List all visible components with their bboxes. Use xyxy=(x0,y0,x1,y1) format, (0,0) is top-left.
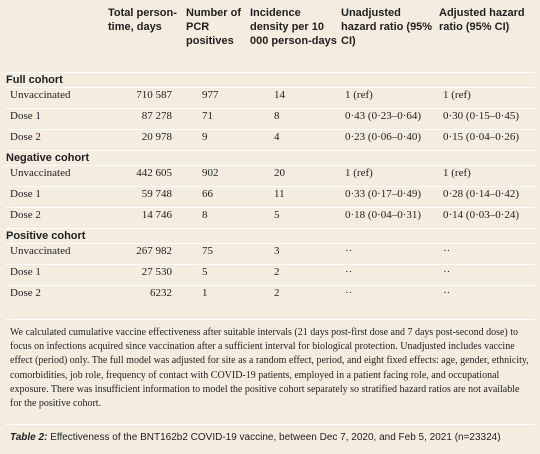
cell-incidence: 5 xyxy=(250,207,341,229)
cell-pcr-positives: 8 xyxy=(186,207,250,229)
cell-adjusted-hr: 1 (ref) xyxy=(439,165,536,187)
cell-person-time: 20 978 xyxy=(108,129,186,151)
cell-incidence: 2 xyxy=(250,264,341,286)
col-header-incidence: Incidence density per 10 000 person-days xyxy=(250,7,337,47)
cell-person-time: 267 982 xyxy=(108,243,186,265)
row-label: Dose 1 xyxy=(6,186,108,208)
col-header-person-time: Total person-time, days xyxy=(108,7,177,33)
row-label: Unvaccinated xyxy=(6,87,108,109)
table-row: Dose 1 59 748 66 11 0·33 (0·17–0·49) 0·2… xyxy=(6,186,536,208)
cell-adjusted-hr: ·· xyxy=(439,264,536,286)
cell-incidence: 11 xyxy=(250,186,341,208)
table-body: Full cohort Unvaccinated 710 587 977 14 … xyxy=(6,72,536,306)
cell-pcr-positives: 5 xyxy=(186,264,250,286)
cell-pcr-positives: 977 xyxy=(186,87,250,109)
cell-person-time: 27 530 xyxy=(108,264,186,286)
table-row: Dose 2 14 746 8 5 0·18 (0·04–0·31) 0·14 … xyxy=(6,207,536,229)
cell-unadjusted-hr: 0·33 (0·17–0·49) xyxy=(341,186,439,208)
cell-incidence: 14 xyxy=(250,87,341,109)
cell-pcr-positives: 66 xyxy=(186,186,250,208)
cell-adjusted-hr: ·· xyxy=(439,285,536,306)
cell-pcr-positives: 75 xyxy=(186,243,250,265)
cell-incidence: 3 xyxy=(250,243,341,265)
col-header-pcr-positives: Number of PCR positives xyxy=(186,7,241,47)
cell-incidence: 20 xyxy=(250,165,341,187)
section-title: Negative cohort xyxy=(6,150,536,166)
section-row: Negative cohort xyxy=(6,150,536,166)
cell-adjusted-hr: 0·30 (0·15–0·45) xyxy=(439,108,536,130)
row-label: Dose 2 xyxy=(6,129,108,151)
cell-incidence: 2 xyxy=(250,285,341,306)
cell-adjusted-hr: ·· xyxy=(439,243,536,265)
col-header-group xyxy=(6,6,108,73)
cell-adjusted-hr: 0·14 (0·03–0·24) xyxy=(439,207,536,229)
section-row: Positive cohort xyxy=(6,228,536,244)
table-footnote: We calculated cumulative vaccine effecti… xyxy=(10,327,529,410)
cell-incidence: 4 xyxy=(250,129,341,151)
caption-label: Table 2: xyxy=(10,432,48,443)
cell-adjusted-hr: 0·15 (0·04–0·26) xyxy=(439,129,536,151)
cell-person-time: 59 748 xyxy=(108,186,186,208)
section-title: Full cohort xyxy=(6,72,536,88)
cell-unadjusted-hr: 0·23 (0·06–0·40) xyxy=(341,129,439,151)
row-label: Dose 1 xyxy=(6,264,108,286)
cell-adjusted-hr: 1 (ref) xyxy=(439,87,536,109)
row-label: Dose 1 xyxy=(6,108,108,130)
cell-pcr-positives: 71 xyxy=(186,108,250,130)
cell-person-time: 6232 xyxy=(108,285,186,306)
cell-adjusted-hr: 0·28 (0·14–0·42) xyxy=(439,186,536,208)
cell-pcr-positives: 1 xyxy=(186,285,250,306)
cell-person-time: 710 587 xyxy=(108,87,186,109)
cell-unadjusted-hr: 1 (ref) xyxy=(341,87,439,109)
col-header-adjusted-hr: Adjusted hazard ratio (95% CI) xyxy=(439,7,525,33)
section-title: Positive cohort xyxy=(6,228,536,244)
row-label: Dose 2 xyxy=(6,207,108,229)
header-row: Total person-time, days Number of PCR po… xyxy=(6,6,536,73)
cell-incidence: 8 xyxy=(250,108,341,130)
cell-unadjusted-hr: 1 (ref) xyxy=(341,165,439,187)
cell-unadjusted-hr: ·· xyxy=(341,285,439,306)
cell-unadjusted-hr: 0·18 (0·04–0·31) xyxy=(341,207,439,229)
cell-person-time: 87 278 xyxy=(108,108,186,130)
col-header-unadjusted-hr: Unadjusted hazard ratio (95% CI) xyxy=(341,7,433,47)
results-table: Total person-time, days Number of PCR po… xyxy=(6,6,536,306)
row-label: Dose 2 xyxy=(6,285,108,306)
cell-pcr-positives: 9 xyxy=(186,129,250,151)
table-row: Dose 2 6232 1 2 ·· ·· xyxy=(6,285,536,306)
cell-unadjusted-hr: ·· xyxy=(341,264,439,286)
table-row: Dose 1 27 530 5 2 ·· ·· xyxy=(6,264,536,286)
table-row: Dose 1 87 278 71 8 0·43 (0·23–0·64) 0·30… xyxy=(6,108,536,130)
cell-pcr-positives: 902 xyxy=(186,165,250,187)
cell-person-time: 14 746 xyxy=(108,207,186,229)
cell-person-time: 442 605 xyxy=(108,165,186,187)
footnote-divider xyxy=(6,319,536,320)
table-row: Dose 2 20 978 9 4 0·23 (0·06–0·40) 0·15 … xyxy=(6,129,536,151)
row-label: Unvaccinated xyxy=(6,243,108,265)
row-label: Unvaccinated xyxy=(6,165,108,187)
table-caption: Table 2: Effectiveness of the BNT162b2 C… xyxy=(10,431,535,445)
table-row: Unvaccinated 442 605 902 20 1 (ref) 1 (r… xyxy=(6,165,536,187)
table-row: Unvaccinated 267 982 75 3 ·· ·· xyxy=(6,243,536,265)
section-row: Full cohort xyxy=(6,72,536,88)
caption-text: Effectiveness of the BNT162b2 COVID-19 v… xyxy=(47,432,501,443)
table-row: Unvaccinated 710 587 977 14 1 (ref) 1 (r… xyxy=(6,87,536,109)
caption-divider xyxy=(6,424,536,425)
cell-unadjusted-hr: 0·43 (0·23–0·64) xyxy=(341,108,439,130)
cell-unadjusted-hr: ·· xyxy=(341,243,439,265)
